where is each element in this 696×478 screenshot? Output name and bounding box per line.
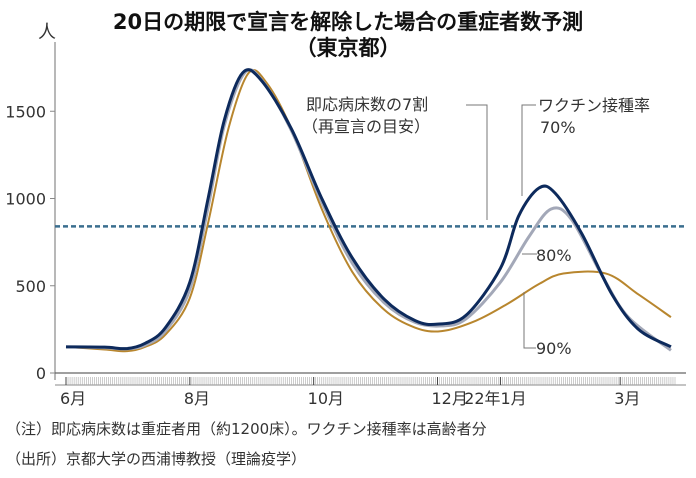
series-line-80pct: [65, 68, 672, 352]
y-tick-label: 1500: [5, 102, 46, 121]
chart-subtitle: （東京都）: [295, 36, 401, 60]
series-line-90pct: [65, 69, 672, 353]
series-label-90: 90%: [536, 339, 572, 358]
y-axis-unit: 人: [38, 22, 56, 43]
y-tick-label: 1000: [5, 190, 46, 209]
x-tick-label: 22年1月: [464, 389, 527, 408]
y-tick-label: 500: [15, 277, 46, 296]
threshold-label: 即応病床数の7割: [306, 95, 428, 114]
series-label-80: 80%: [536, 246, 572, 265]
x-tick-label: 3月: [614, 389, 640, 408]
series-line-70pct: [65, 68, 672, 351]
x-tick-label: 10月: [308, 389, 344, 408]
source-note: （出所）京都大学の西浦博教授（理論疫学）: [6, 450, 307, 468]
threshold-label-sub: （再宣言の目安）: [302, 117, 430, 136]
x-tick-label: 8月: [184, 389, 210, 408]
leader-line-90: [523, 292, 536, 349]
y-tick-label: 0: [36, 364, 46, 383]
chart-title: 20日の期限で宣言を解除した場合の重症者数予測: [112, 10, 584, 34]
x-tick-label: 6月: [60, 389, 86, 408]
footnote: （注）即応病床数は重症者用（約1200床）。ワクチン接種率は高齢者分: [6, 420, 487, 438]
legend-title: ワクチン接種率: [538, 96, 650, 115]
threshold-leader-line: [466, 104, 488, 220]
leader-line-70: [521, 104, 536, 196]
series-label-70: 70%: [540, 118, 576, 137]
x-tick-label: 12月: [431, 389, 467, 408]
